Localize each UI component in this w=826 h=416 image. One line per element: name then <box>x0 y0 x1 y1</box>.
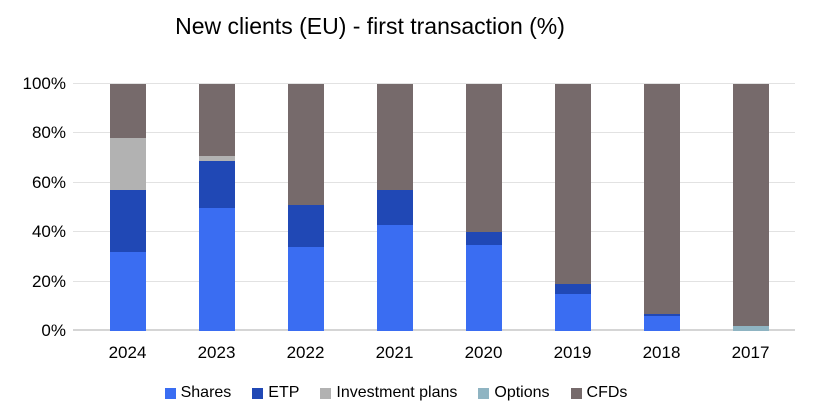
bar-segment-etp-2020 <box>465 232 502 245</box>
y-axis-tick-label: 60% <box>31 172 66 192</box>
stacked-bar-2017 <box>732 84 769 331</box>
stacked-bar-2022 <box>287 84 324 331</box>
legend-item-options: Options <box>478 384 550 401</box>
x-axis-label-2023: 2023 <box>197 343 236 362</box>
x-axis-label-2018: 2018 <box>642 343 681 362</box>
y-axis-tick-label: 80% <box>31 123 66 143</box>
legend-label-cfds: CFDs <box>586 384 628 401</box>
stacked-bar-2019 <box>554 84 591 331</box>
legend-swatch-cfds <box>570 387 582 399</box>
legend-item-cfds: CFDs <box>570 384 628 401</box>
bar-segment-investment-plans-2023 <box>198 155 235 161</box>
stacked-bar-2021 <box>376 84 413 331</box>
y-axis-tick-label: 0% <box>41 321 66 340</box>
gridline <box>73 280 795 282</box>
bars-container: 2024 2023 2022 2021 2020 2019 2018 2017 <box>83 84 795 362</box>
gridline <box>73 181 795 183</box>
legend-item-investment-plans: Investment plans <box>320 385 457 401</box>
x-axis-label-2017: 2017 <box>731 343 770 362</box>
legend-swatch-etp <box>252 387 264 399</box>
plot-area: 0% 20% 40% 60% 80% 100% 2024 2023 2022 2021 2020 20… <box>23 75 795 362</box>
bar-slot-2021: 2021 <box>350 84 439 362</box>
legend-label-options: Options <box>494 384 550 401</box>
bar-segment-etp-2022 <box>287 205 324 248</box>
legend: Shares ETP Investment plans Options CFDs <box>0 385 792 401</box>
legend-swatch-options <box>478 387 490 399</box>
bar-segment-cfds-2021 <box>376 84 413 191</box>
bar-segment-cfds-2019 <box>554 84 591 285</box>
bar-slot-2024: 2024 <box>83 84 172 362</box>
bar-segment-cfds-2022 <box>287 84 324 206</box>
x-axis-label-2021: 2021 <box>375 343 414 362</box>
gridline <box>73 83 795 84</box>
bar-slot-2019: 2019 <box>528 84 617 362</box>
y-axis-tick-label: 100% <box>22 74 66 93</box>
chart-title: New clients (EU) - first transaction (%) <box>175 13 565 39</box>
bar-segment-cfds-2024 <box>109 84 146 139</box>
bar-segment-etp-2023 <box>198 160 235 208</box>
x-axis-label-2024: 2024 <box>108 343 147 362</box>
legend-label-etp: ETP <box>268 384 300 401</box>
bar-slot-2022: 2022 <box>261 84 350 362</box>
bar-segment-shares-2022 <box>287 247 324 331</box>
bar-segment-etp-2024 <box>109 190 146 252</box>
gridline <box>73 231 795 233</box>
bar-segment-shares-2024 <box>109 251 146 331</box>
bar-segment-cfds-2020 <box>465 84 502 233</box>
gridline <box>73 132 795 134</box>
bar-segment-investment-plans-2024 <box>109 138 146 191</box>
bar-segment-shares-2020 <box>465 244 502 331</box>
legend-label-shares: Shares <box>180 384 232 401</box>
bar-segment-options-2017 <box>732 326 769 331</box>
legend-swatch-shares <box>164 387 176 399</box>
y-axis-tick-label: 40% <box>31 222 66 242</box>
bar-slot-2020: 2020 <box>439 84 528 362</box>
bar-segment-shares-2023 <box>198 207 235 331</box>
bar-segment-cfds-2023 <box>198 84 235 156</box>
bar-slot-2023: 2023 <box>172 84 261 362</box>
bar-segment-shares-2019 <box>554 293 591 331</box>
y-axis-tick-label: 20% <box>31 271 66 291</box>
bar-segment-shares-2021 <box>376 224 413 331</box>
bar-segment-cfds-2017 <box>732 84 769 327</box>
bar-slot-2018: 2018 <box>617 84 706 362</box>
stacked-bar-2023 <box>198 84 235 331</box>
legend-swatch-investment-plans <box>320 387 332 399</box>
legend-label-investment-plans: Investment plans <box>336 384 458 401</box>
bar-segment-etp-2018 <box>643 313 680 317</box>
bar-segment-etp-2019 <box>554 284 591 294</box>
stacked-bar-2020 <box>465 84 502 331</box>
legend-item-shares: Shares <box>164 384 232 401</box>
x-axis-label-2020: 2020 <box>464 343 503 362</box>
legend-item-etp: ETP <box>252 385 299 401</box>
bar-slot-2017: 2017 <box>706 84 795 362</box>
bar-segment-cfds-2018 <box>643 84 680 314</box>
x-axis-label-2022: 2022 <box>286 343 325 362</box>
bar-segment-etp-2021 <box>376 190 413 225</box>
x-axis-label-2019: 2019 <box>553 343 592 362</box>
stacked-bar-2018 <box>643 84 680 331</box>
stacked-bar-2024 <box>109 84 146 331</box>
bar-segment-shares-2018 <box>643 316 680 331</box>
x-axis-line <box>73 329 795 331</box>
